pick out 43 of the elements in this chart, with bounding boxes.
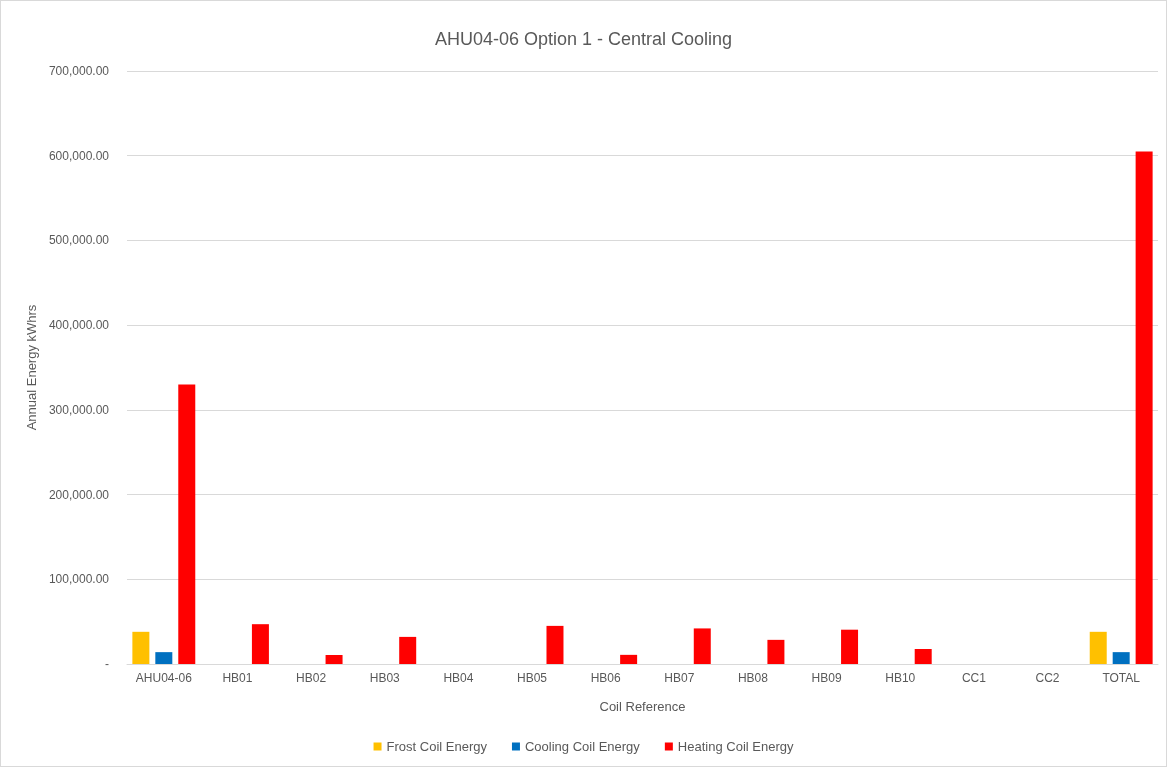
- bar: [1089, 631, 1107, 664]
- x-tick-label: AHU04-06: [135, 671, 193, 685]
- y-tick-label: 300,000.00: [48, 402, 110, 417]
- y-tick-label: 500,000.00: [48, 233, 110, 248]
- bar: [1112, 652, 1130, 664]
- y-tick-label: 700,000.00: [48, 64, 110, 78]
- bar: [325, 655, 343, 664]
- x-tick-label: CC2: [1035, 671, 1060, 685]
- y-tick-label: 100,000.00: [48, 572, 110, 587]
- y-tick-label: 600,000.00: [48, 148, 110, 163]
- chart-title: AHU04-06 Option 1 - Central Cooling: [434, 29, 733, 49]
- y-axis-title: Annual Energy kWhrs: [24, 304, 40, 431]
- x-tick-label: HB10: [885, 671, 916, 685]
- bar: [841, 629, 859, 664]
- x-tick-label: HB01: [222, 671, 253, 685]
- bar: [399, 636, 417, 664]
- x-tick-label: HB09: [811, 671, 842, 685]
- bar: [132, 631, 150, 664]
- bar: [914, 649, 932, 664]
- x-tick-label: TOTAL: [1102, 671, 1141, 685]
- bar: [178, 384, 196, 664]
- x-tick-label: HB04: [443, 671, 474, 685]
- legend-label: Heating Coil Energy: [677, 739, 794, 754]
- bar: [1135, 151, 1153, 664]
- y-tick-label: 400,000.00: [48, 318, 110, 333]
- bar: [251, 624, 269, 664]
- x-tick-label: HB02: [296, 671, 327, 685]
- y-tick-label: -: [105, 657, 109, 671]
- x-axis-title: Coil Reference: [599, 699, 686, 714]
- legend-label: Frost Coil Energy: [386, 739, 488, 754]
- bar: [620, 654, 638, 664]
- x-tick-label: HB07: [664, 671, 695, 685]
- x-tick-label: CC1: [961, 671, 987, 685]
- bar: [693, 628, 711, 664]
- x-tick-label: HB03: [369, 671, 401, 685]
- bar: [155, 652, 173, 664]
- x-tick-label: HB05: [517, 671, 548, 685]
- x-tick-label: HB08: [737, 671, 769, 685]
- bar: [546, 625, 564, 664]
- x-tick-label: HB06: [590, 671, 622, 685]
- bar: [767, 639, 785, 664]
- y-tick-label: 200,000.00: [48, 487, 110, 502]
- legend-label: Cooling Coil Energy: [524, 739, 641, 754]
